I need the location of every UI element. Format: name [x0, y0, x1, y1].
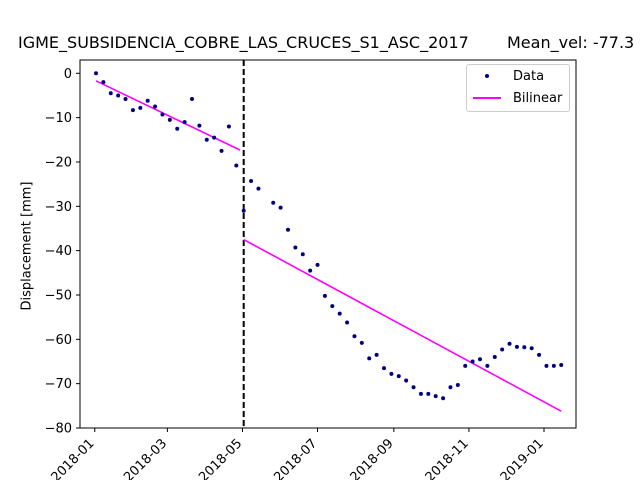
data-point — [396, 374, 401, 379]
data-point — [249, 179, 254, 184]
data-point — [256, 186, 261, 191]
legend-item-bilinear: Bilinear — [467, 89, 562, 107]
data-point — [455, 382, 460, 387]
data-point — [308, 268, 313, 273]
data-point — [286, 227, 290, 232]
data-point — [463, 363, 468, 368]
data-point — [507, 341, 512, 346]
data-point — [337, 311, 342, 316]
data-point — [492, 355, 497, 360]
bilinear-segment-1 — [95, 80, 241, 151]
y-tick-label: −60 — [45, 333, 72, 348]
data-point — [367, 356, 372, 361]
data-point — [330, 304, 335, 309]
legend-item-data: Data — [467, 67, 544, 85]
data-point — [411, 385, 416, 390]
legend-label-bilinear: Bilinear — [513, 90, 563, 106]
data-point — [175, 126, 180, 131]
data-point — [212, 135, 217, 140]
y-axis-label: Displacement [mm] — [19, 181, 35, 311]
y-tick-label: 0 — [64, 67, 72, 82]
data-point — [537, 352, 542, 357]
y-tick-label: −50 — [45, 288, 72, 303]
data-point — [204, 137, 209, 142]
chart-legend: Data Bilinear — [466, 64, 570, 112]
y-tick-label: −40 — [45, 244, 72, 259]
legend-label-data: Data — [513, 68, 545, 84]
data-point — [160, 112, 165, 117]
data-point — [300, 252, 305, 257]
data-point — [271, 200, 276, 205]
data-point — [559, 363, 564, 368]
data-point — [241, 208, 246, 213]
data-point — [101, 80, 106, 85]
data-point — [382, 366, 386, 371]
data-point — [219, 148, 224, 153]
data-point — [197, 123, 202, 128]
legend-marker-data — [469, 67, 505, 85]
data-point — [352, 334, 357, 339]
data-point — [145, 98, 150, 103]
data-point — [116, 93, 121, 98]
data-point — [234, 163, 239, 168]
data-point — [182, 120, 187, 125]
data-point — [544, 363, 549, 368]
bilinear-segment-2 — [243, 238, 562, 412]
data-point — [448, 385, 453, 390]
chart-title: IGME_SUBSIDENCIA_COBRE_LAS_CRUCES_S1_ASC… — [18, 33, 469, 52]
data-point — [315, 262, 320, 267]
data-point — [153, 104, 158, 109]
data-point — [470, 359, 475, 364]
data-point — [108, 91, 113, 96]
x-tick-label: 2018-01 — [49, 436, 98, 480]
data-point — [130, 108, 135, 113]
data-point — [418, 391, 423, 396]
y-tick-label: −20 — [45, 155, 72, 170]
data-point — [293, 245, 298, 250]
axes-frame — [79, 59, 577, 429]
data-point — [551, 363, 556, 368]
data-point — [167, 117, 172, 122]
data-point — [529, 346, 534, 351]
y-tick-label: −70 — [45, 377, 72, 392]
data-point — [522, 345, 527, 350]
data-point — [138, 105, 143, 110]
data-point — [322, 293, 327, 298]
data-point — [123, 97, 128, 102]
data-point — [478, 357, 482, 362]
x-tick-label: 2018-11 — [423, 436, 472, 480]
data-point — [374, 352, 379, 357]
data-point — [278, 205, 283, 210]
x-tick-label: 2018-09 — [348, 436, 397, 480]
mean-velocity-annotation: Mean_vel: -77.3 — [507, 33, 635, 52]
x-tick-label: 2018-05 — [196, 436, 245, 480]
data-point — [389, 371, 394, 376]
x-tick-label: 2018-07 — [271, 436, 320, 480]
data-point — [404, 378, 409, 383]
data-point — [345, 320, 350, 325]
y-tick-label: −80 — [45, 422, 72, 437]
y-tick-label: −10 — [45, 111, 72, 126]
legend-marker-bilinear — [469, 89, 505, 107]
data-point — [190, 97, 194, 102]
y-tick-label: −30 — [45, 200, 72, 215]
data-point — [514, 344, 519, 349]
data-point — [226, 124, 231, 129]
data-point — [426, 391, 431, 396]
x-tick-label: 2018-03 — [121, 436, 170, 480]
x-tick-label: 2019-01 — [498, 436, 547, 480]
data-point — [94, 71, 98, 76]
data-point — [485, 363, 490, 368]
data-point — [359, 340, 364, 345]
data-point — [433, 394, 438, 399]
data-point — [500, 347, 505, 352]
data-point — [441, 396, 446, 401]
